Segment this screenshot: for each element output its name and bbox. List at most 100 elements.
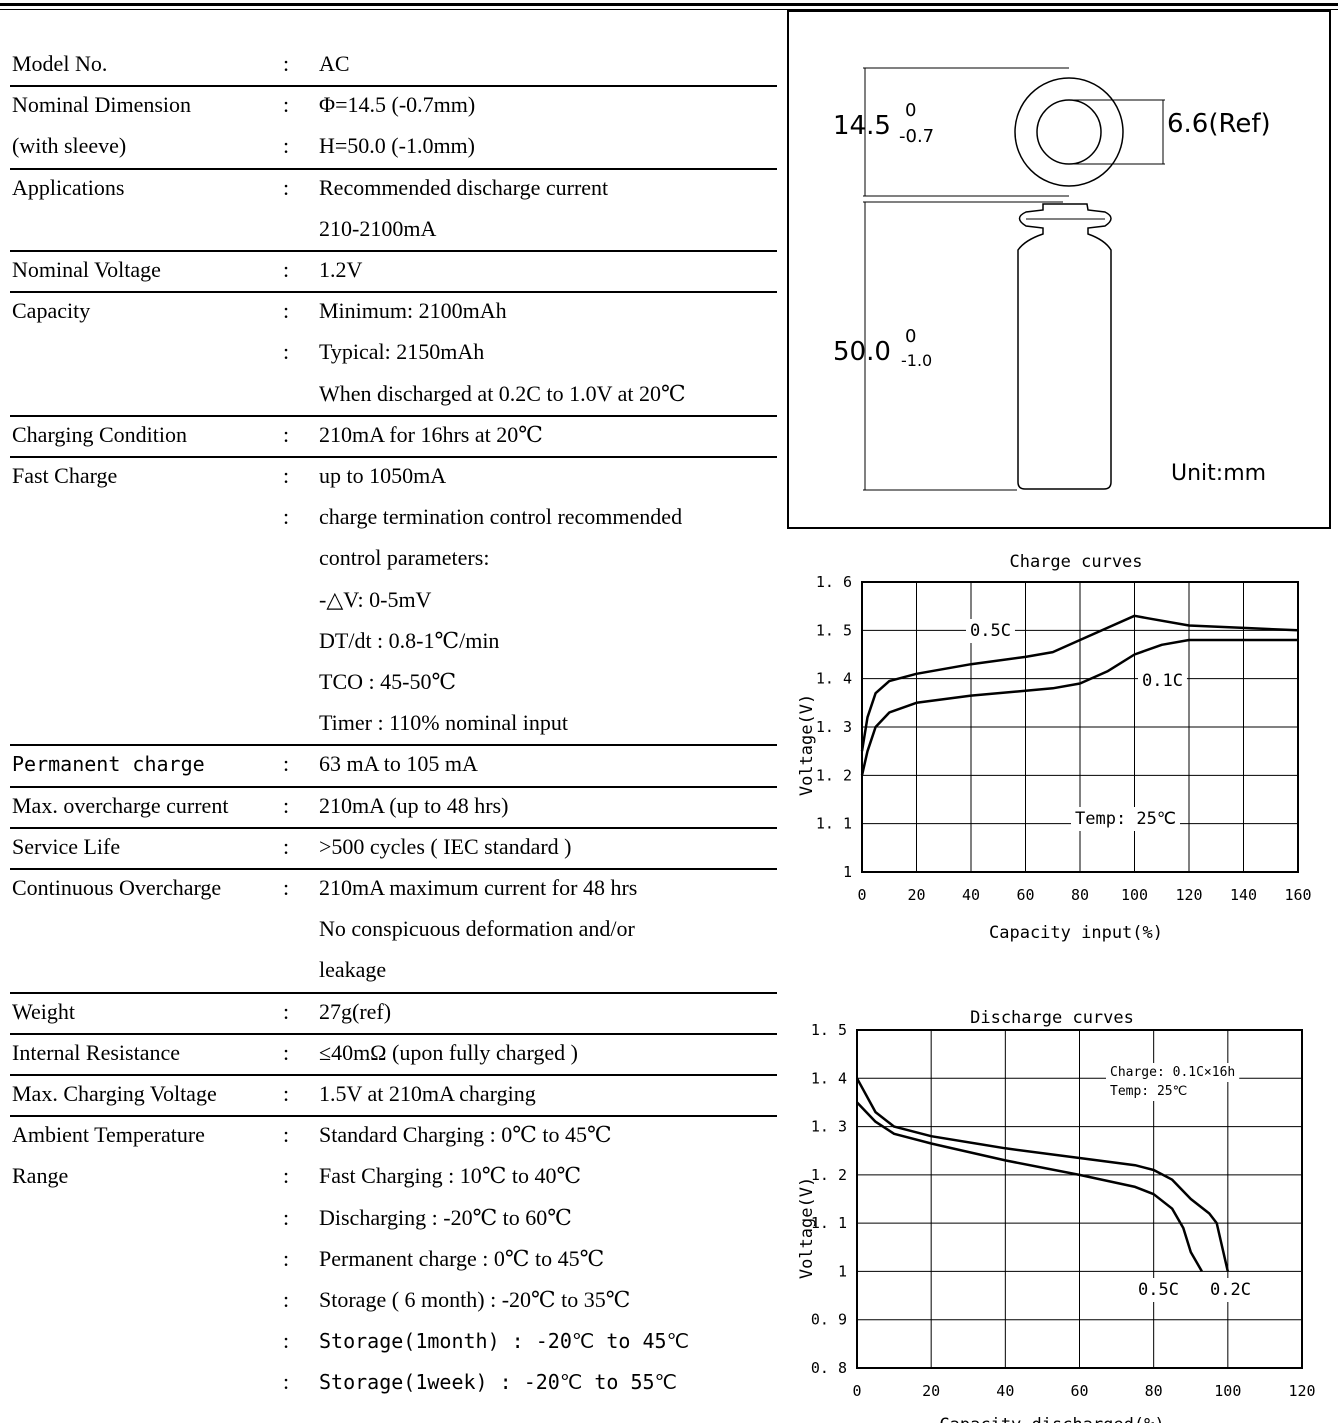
label-backdrop xyxy=(1071,807,1180,831)
spec-value: Typical: 2150mAh xyxy=(319,339,485,365)
x-tick-label: 140 xyxy=(1230,886,1257,904)
spec-colon: : xyxy=(283,998,290,1024)
spec-colon: : xyxy=(283,174,290,200)
spec-label: (with sleeve) xyxy=(12,133,127,159)
ref-label: 6.6(Ref) xyxy=(1167,109,1271,139)
x-tick-label: 0 xyxy=(857,886,866,904)
spec-value: Discharging : -20℃ to 60℃ xyxy=(319,1204,572,1230)
spec-label: Weight xyxy=(12,998,75,1024)
y-tick-label: 1. 5 xyxy=(811,1021,847,1039)
spec-colon: : xyxy=(283,1245,290,1271)
spec-value: leakage xyxy=(319,957,387,983)
spec-colon: : xyxy=(283,339,290,365)
spec-colon: : xyxy=(283,1163,290,1189)
spec-separator xyxy=(10,250,777,252)
x-tick-label: 60 xyxy=(1016,886,1034,904)
spec-separator xyxy=(10,1115,777,1118)
x-tick-label: 80 xyxy=(1145,1382,1163,1400)
spec-colon: : xyxy=(283,463,290,488)
spec-colon: : xyxy=(283,1287,290,1312)
charge-chart-ylabel: Voltage(V) xyxy=(797,694,817,796)
cell-side-view xyxy=(1017,203,1112,490)
spec-value: TCO : 45-50℃ xyxy=(319,669,457,694)
x-tick-label: 100 xyxy=(1121,886,1148,904)
spec-value: ≤40mΩ (upon fully charged ) xyxy=(319,1039,578,1065)
spec-colon: : xyxy=(283,1204,290,1230)
y-tick-label: 1 xyxy=(838,1262,847,1280)
spec-separator xyxy=(10,1074,777,1076)
x-tick-label: 40 xyxy=(962,886,980,904)
spec-separator xyxy=(10,991,777,994)
charge-label-01c: 0.1C xyxy=(1142,671,1183,691)
x-tick-label: 80 xyxy=(1071,886,1089,904)
spec-value: Standard Charging : 0℃ to 45℃ xyxy=(319,1122,612,1148)
top-rule-thin xyxy=(0,9,1338,10)
spec-colon: : xyxy=(283,51,290,76)
spec-colon: : xyxy=(283,751,290,777)
y-tick-label: 1. 3 xyxy=(816,718,852,736)
y-tick-label: 1. 4 xyxy=(816,670,852,688)
spec-value: H=50.0 (-1.0mm) xyxy=(319,133,475,159)
x-tick-label: 160 xyxy=(1284,886,1311,904)
y-tick-label: 1. 4 xyxy=(811,1069,847,1087)
spec-colon: : xyxy=(283,92,290,118)
label-backdrop xyxy=(966,619,1015,643)
spec-value: Timer : 110% nominal input xyxy=(319,710,568,736)
spec-value: No conspicuous deformation and/or xyxy=(319,916,635,942)
spec-value: Recommended discharge current xyxy=(319,174,609,200)
spec-label: Max. overcharge current xyxy=(12,792,229,818)
y-tick-label: 1. 6 xyxy=(816,573,852,591)
x-tick-label: 100 xyxy=(1214,1382,1241,1400)
discharge-label-charge: Charge: 0.1C×16h xyxy=(1110,1065,1235,1080)
x-tick-label: 40 xyxy=(996,1382,1014,1400)
spec-label: Max. Charging Voltage xyxy=(12,1081,217,1106)
height-sup: 0 xyxy=(905,326,916,347)
spec-value: DT/dt : 0.8-1℃/min xyxy=(319,627,500,653)
spec-colon: : xyxy=(283,133,290,159)
discharge-curves-chart: Discharge curves 0 20 40 60 80 100 120 0. 8 0. 9… xyxy=(797,1008,1316,1423)
spec-colon: : xyxy=(283,298,290,324)
y-tick-label: 1. 5 xyxy=(816,621,852,639)
drawing-frame xyxy=(787,10,1331,529)
spec-value: 63 mA to 105 mA xyxy=(319,751,478,777)
spec-value: 1.2V xyxy=(319,257,363,282)
x-tick-label: 120 xyxy=(1288,1382,1315,1400)
y-tick-label: 1. 3 xyxy=(811,1118,847,1136)
spec-value: Minimum: 2100mAh xyxy=(319,298,507,324)
spec-label: Nominal Voltage xyxy=(12,257,161,282)
spec-colon: : xyxy=(283,833,290,859)
y-tick-label: 1. 1 xyxy=(811,1214,847,1232)
dimension-drawing: 14.5 0 -0.7 6.6(Ref) 50.0 0 -1.0 Unit:mm xyxy=(787,10,1331,529)
discharge-chart-xlabel: Capacity discharged(%) xyxy=(939,1415,1164,1423)
spec-value: charge termination control recommended xyxy=(319,504,683,530)
spec-value: Φ=14.5 (-0.7mm) xyxy=(319,92,476,118)
spec-label: Capacity xyxy=(12,298,91,324)
charge-curves-chart: Charge curves 0 20 40 60 80 100 120 140 160 1 1. 1… xyxy=(797,552,1312,943)
spec-label: Nominal Dimension xyxy=(12,92,192,118)
spec-value: >500 cycles ( IEC standard ) xyxy=(319,833,572,859)
label-backdrop xyxy=(1106,1082,1192,1101)
charge-label-05c: 0.5C xyxy=(970,621,1011,641)
top-view-outer-circle xyxy=(1014,77,1124,187)
spec-label: Range xyxy=(12,1163,69,1189)
spec-value: Permanent charge : 0℃ to 45℃ xyxy=(319,1245,605,1271)
x-tick-label: 0 xyxy=(852,1382,861,1400)
top-view-inner-circle xyxy=(1036,99,1102,165)
spec-separator xyxy=(10,167,777,170)
y-tick-label: 1. 2 xyxy=(816,766,852,784)
spec-value: Storage ( 6 month) : -20℃ to 35℃ xyxy=(319,1287,631,1312)
spec-value: -△V: 0-5mV xyxy=(319,586,432,612)
charge-chart-title: Charge curves xyxy=(1009,552,1142,572)
y-tick-label: 1 xyxy=(843,863,852,881)
spec-colon: : xyxy=(283,875,290,900)
spec-colon: : xyxy=(283,1369,290,1395)
spec-separator xyxy=(10,85,777,88)
x-tick-label: 60 xyxy=(1070,1382,1088,1400)
spec-value: Storage(1week) : -20℃ to 55℃ xyxy=(319,1370,677,1395)
discharge-label-temp: Temp: 25℃ xyxy=(1110,1084,1187,1099)
spec-separator xyxy=(10,826,777,829)
series-line-05C xyxy=(860,614,1299,752)
spec-separator xyxy=(10,456,777,458)
spec-colon: : xyxy=(283,1122,290,1148)
y-tick-label: 1. 2 xyxy=(811,1166,847,1184)
